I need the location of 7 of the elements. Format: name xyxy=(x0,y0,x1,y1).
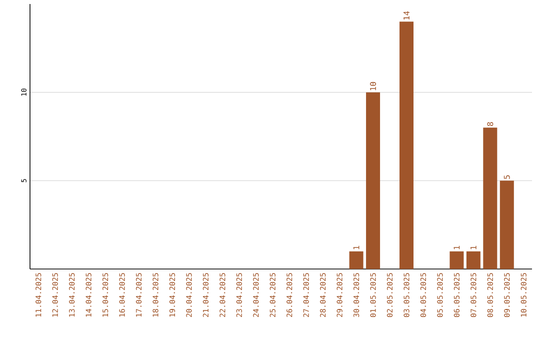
bar xyxy=(400,22,414,269)
bar xyxy=(349,251,364,269)
bar xyxy=(450,251,464,269)
bar xyxy=(500,180,514,269)
bar xyxy=(483,128,498,269)
bar xyxy=(366,92,380,269)
bar xyxy=(466,251,480,269)
